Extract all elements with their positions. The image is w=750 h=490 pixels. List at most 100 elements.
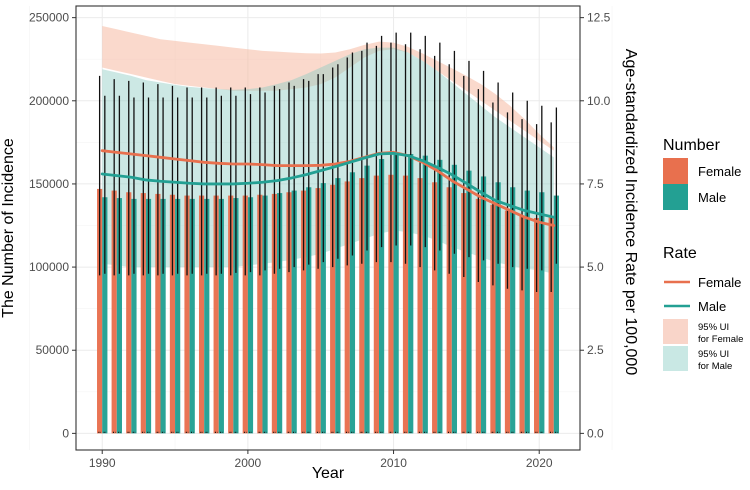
bar-male-1998: [218, 198, 224, 434]
right-axis: 0.0 2.5 5.0 7.5 10.0 12.5: [580, 11, 611, 440]
bar-male-1999: [233, 198, 239, 434]
bar-male-2017: [495, 182, 501, 434]
legend-label-ui-male-line1: 95% UI: [698, 349, 729, 360]
plot-panel-border: [75, 5, 581, 451]
bar-male-2002: [277, 193, 283, 434]
bar-male-2005: [320, 183, 326, 434]
left-tick-label-3: 150000: [29, 177, 69, 191]
legend-item-ui-female: 95% UI for Female: [663, 319, 743, 345]
bar-male-2007: [349, 172, 356, 434]
bar-female-2006: [330, 184, 336, 434]
legend-key-ui-female: [663, 319, 688, 344]
left-axis: 0 50000 100000 150000 200000 250000: [29, 11, 76, 440]
bar-female-2019: [519, 215, 525, 434]
bar-female-2000: [242, 195, 248, 434]
bar-female-1998: [213, 195, 219, 434]
legend-label-rate-female: Female: [698, 275, 741, 290]
bar-female-2005: [315, 188, 321, 434]
bar-male-2010: [393, 154, 399, 434]
right-tick-label-3: 7.5: [587, 177, 604, 191]
bar-male-1990: [102, 197, 108, 434]
count-bars: [97, 154, 559, 434]
rate-line-male: [100, 151, 556, 219]
bar-female-2016: [475, 198, 481, 434]
left-tick-label-0: 0: [62, 426, 69, 440]
bar-male-1992: [131, 198, 137, 434]
bar-male-1996: [189, 198, 195, 434]
x-tick-label-0: 1990: [89, 456, 116, 470]
bar-female-2012: [417, 178, 423, 434]
right-tick-label-0: 0.0: [587, 426, 604, 440]
right-axis-title: Age-standardized Incidence Rate per 100,…: [622, 49, 639, 376]
bar-male-2013: [437, 159, 443, 434]
bar-female-2001: [257, 194, 263, 434]
legend-label-number-male: Male: [698, 190, 726, 205]
bar-male-2014: [451, 164, 458, 434]
bar-male-2015: [466, 170, 472, 434]
x-axis: 1990 2000 2010 2020: [89, 450, 553, 470]
bar-male-2000: [247, 197, 254, 434]
left-axis-title: The Number of Incidence: [0, 138, 17, 318]
right-tick-label-5: 12.5: [587, 11, 611, 25]
bar-male-2020: [539, 192, 545, 434]
legend-key-number-male: [663, 184, 688, 210]
bar-female-2008: [359, 178, 365, 434]
bar-female-2007: [344, 181, 350, 434]
left-tick-label-5: 250000: [29, 11, 69, 25]
bar-male-2004: [306, 187, 312, 434]
legend: Number Female Male Rate Female Male 95% …: [663, 137, 743, 372]
bar-female-2003: [286, 192, 292, 434]
legend-item-number-male: Male: [663, 184, 726, 210]
bar-male-2019: [524, 190, 530, 434]
bar-male-1991: [116, 198, 122, 434]
bar-male-2001: [262, 195, 268, 434]
bar-male-2018: [510, 187, 516, 434]
bar-male-1993: [145, 198, 152, 434]
legend-label-ui-female-line2: for Female: [698, 334, 743, 345]
right-tick-label-1: 2.5: [587, 343, 604, 357]
bar-female-2014: [446, 187, 452, 434]
left-tick-label-1: 50000: [36, 343, 70, 357]
right-tick-label-4: 10.0: [587, 94, 611, 108]
legend-label-ui-male-line2: for Male: [698, 361, 732, 372]
bar-female-1990: [97, 188, 103, 434]
legend-key-ui-male: [663, 346, 688, 371]
rate-line-female: [100, 149, 556, 227]
legend-item-rate-female: Female: [664, 275, 741, 290]
bar-male-2008: [364, 165, 370, 434]
bar-female-2010: [388, 174, 394, 434]
bar-male-1995: [175, 198, 181, 434]
legend-label-ui-female-line1: 95% UI: [698, 322, 729, 333]
legend-key-number-female: [663, 158, 688, 184]
left-tick-label-4: 200000: [29, 94, 69, 108]
bar-female-1992: [126, 192, 132, 434]
right-tick-label-2: 5.0: [587, 260, 604, 274]
bar-male-2012: [422, 155, 428, 434]
bar-female-1997: [198, 195, 205, 434]
legend-number-title: Number: [663, 137, 721, 154]
bar-female-2015: [461, 193, 467, 434]
bar-male-1994: [160, 198, 166, 434]
bar-male-2011: [408, 154, 414, 434]
bar-male-2006: [335, 178, 341, 434]
bar-female-2020: [534, 218, 540, 434]
bar-female-2009: [373, 175, 379, 434]
bar-male-2003: [291, 190, 297, 434]
legend-item-rate-male: Male: [664, 299, 726, 314]
bar-female-2021: [548, 217, 554, 434]
bar-female-1991: [111, 190, 117, 434]
bar-male-2016: [480, 176, 487, 434]
legend-rate-title: Rate: [663, 245, 697, 262]
left-tick-label-2: 100000: [29, 260, 69, 274]
bar-female-2002: [271, 193, 278, 434]
legend-label-number-female: Female: [698, 164, 741, 179]
bar-female-2018: [504, 210, 511, 434]
bar-female-2017: [490, 204, 496, 434]
bar-female-1996: [184, 195, 190, 434]
x-axis-title: Year: [312, 465, 345, 482]
bar-male-2009: [378, 158, 385, 434]
bar-female-1993: [140, 193, 146, 434]
bar-female-1999: [228, 195, 234, 434]
